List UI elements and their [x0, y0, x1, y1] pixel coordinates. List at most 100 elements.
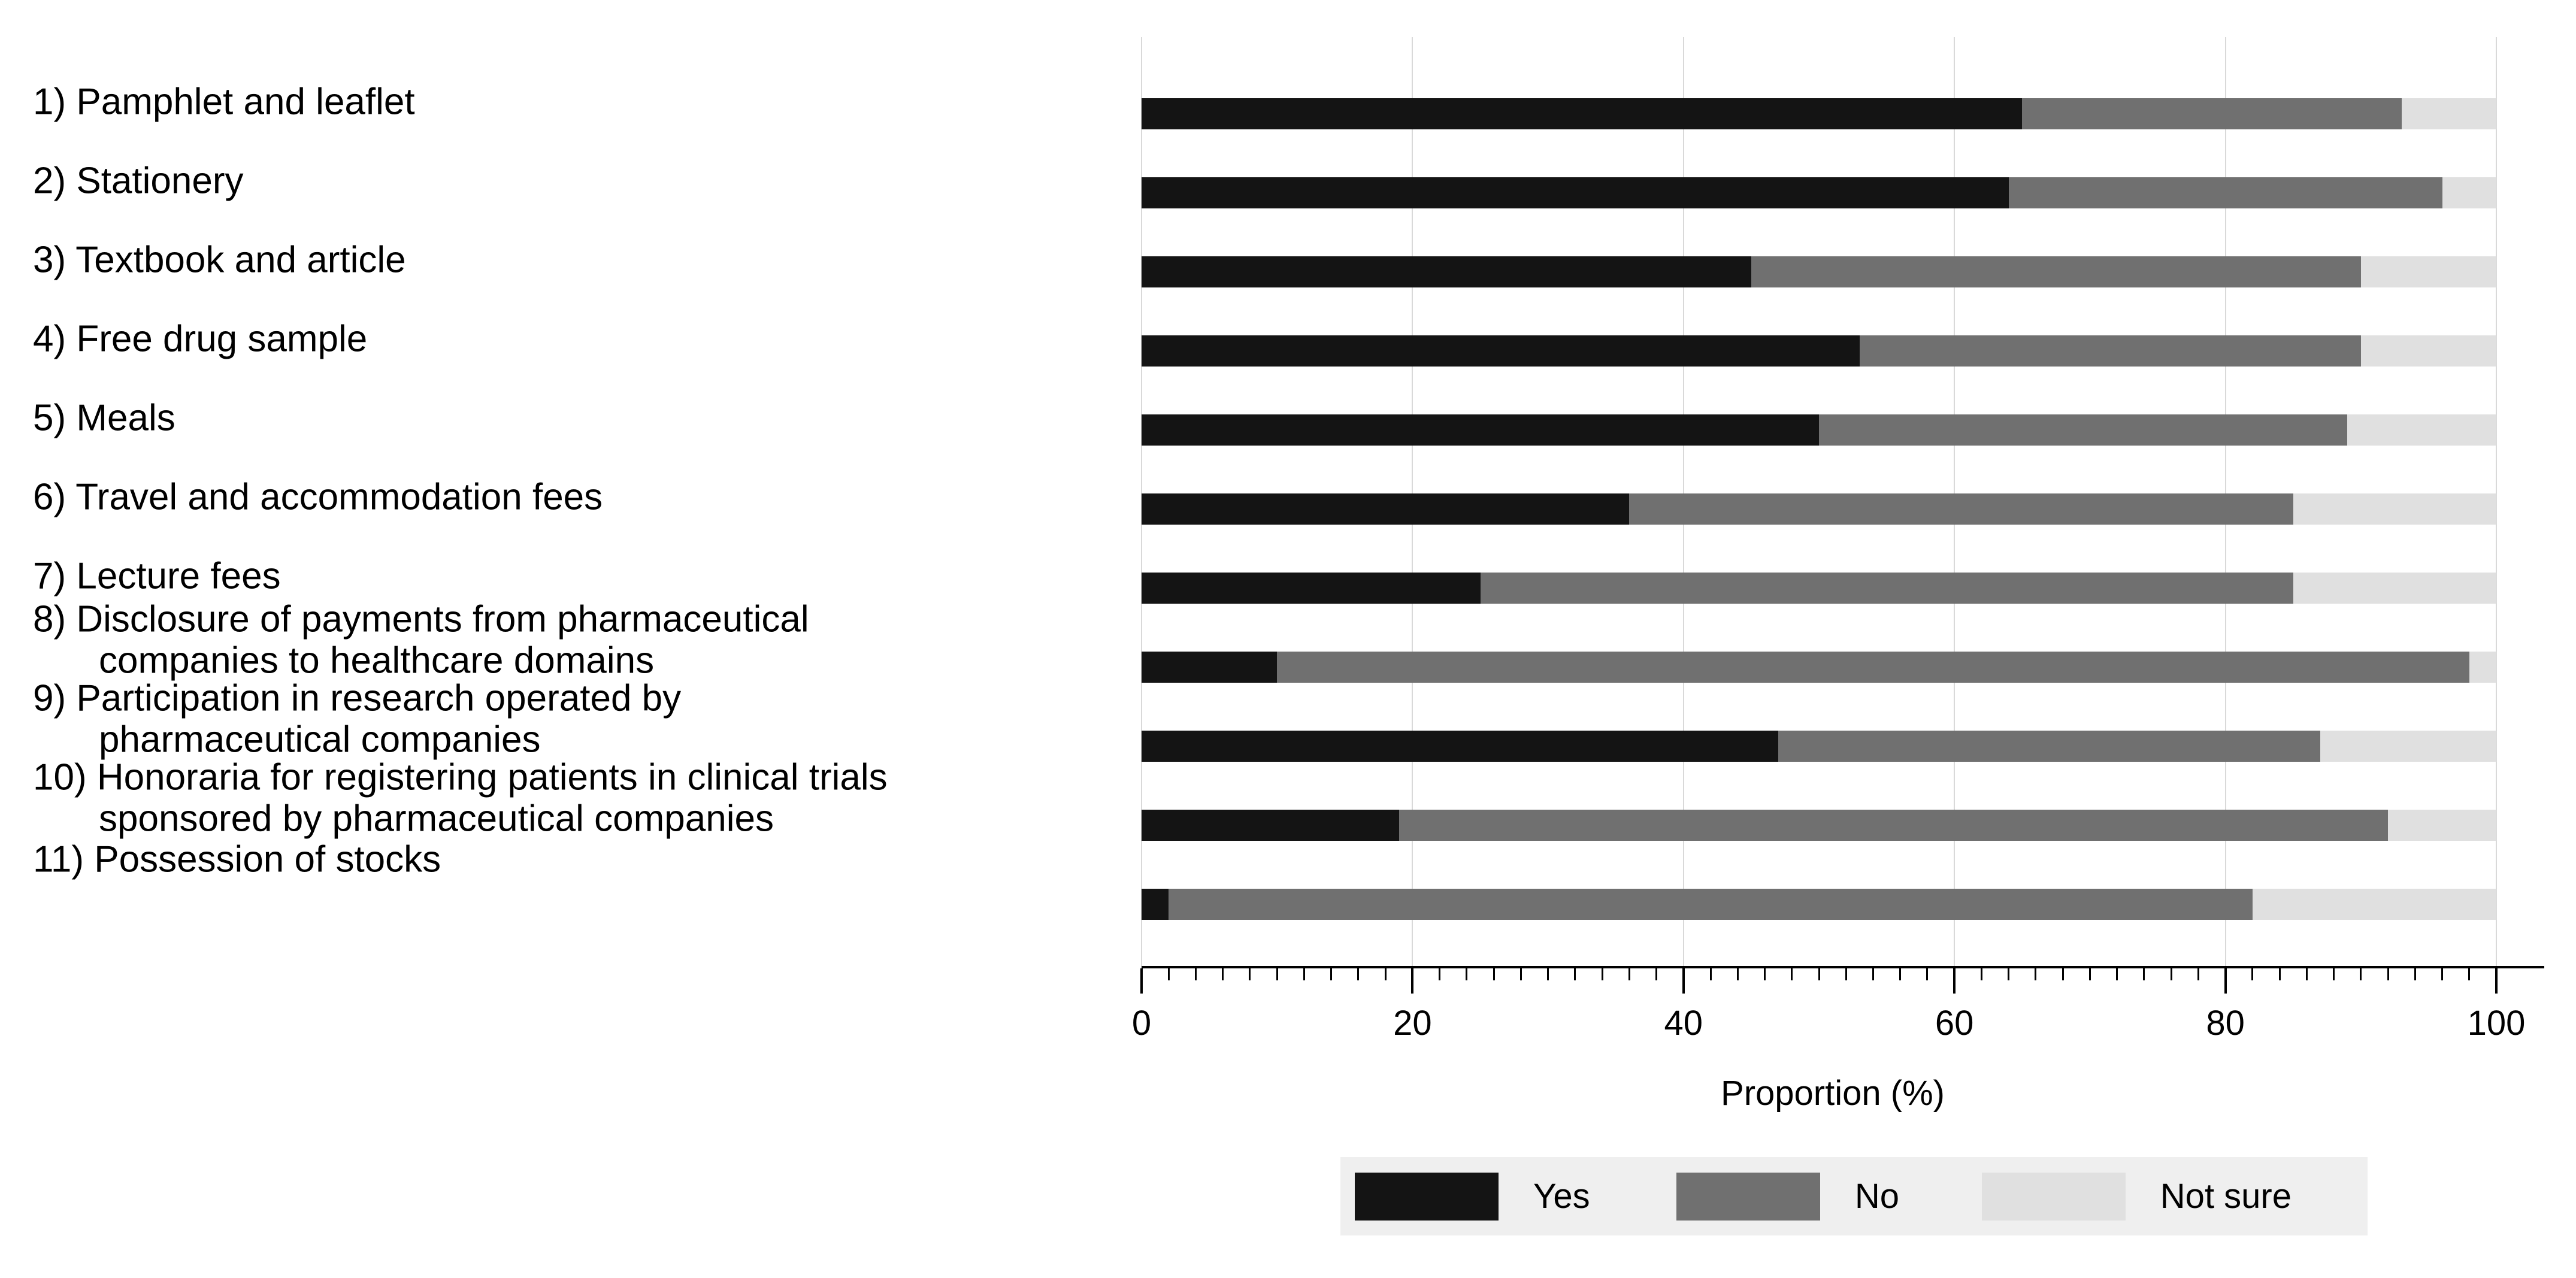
bar-segment-not-sure: [2320, 731, 2496, 762]
bar-segment-no: [1169, 889, 2253, 920]
x-axis-minor-tick: [1384, 968, 1387, 980]
bar-row-1: [1142, 98, 2496, 129]
x-axis-title: Proportion (%): [1721, 1074, 1945, 1113]
bar-row-3: [1142, 256, 2496, 287]
x-axis-minor-tick: [1466, 968, 1468, 980]
bar-segment-not-sure: [2388, 810, 2496, 841]
legend-swatch-yes: [1355, 1172, 1499, 1221]
x-axis-minor-tick: [1899, 968, 1902, 980]
x-axis-minor-tick: [2278, 968, 2281, 980]
gridline-100: [2496, 37, 2497, 966]
x-axis-minor-tick: [1303, 968, 1305, 980]
bar-segment-yes: [1142, 414, 1819, 446]
bar-segment-yes: [1142, 177, 2009, 208]
x-axis-major-tick-80: [2224, 968, 2227, 994]
x-axis-minor-tick: [2062, 968, 2064, 980]
x-axis-minor-tick: [1439, 968, 1441, 980]
x-axis-minor-tick: [2441, 968, 2444, 980]
x-axis-minor-tick: [1980, 968, 1982, 980]
bar-segment-yes: [1142, 889, 1169, 920]
category-label-3: 3) Textbook and article: [33, 239, 406, 281]
bar-segment-yes: [1142, 731, 1779, 762]
bar-segment-not-sure: [2347, 414, 2496, 446]
legend-swatch-no: [1676, 1172, 1820, 1221]
x-axis-major-tick-0: [1140, 968, 1143, 994]
x-axis-minor-tick: [2197, 968, 2199, 980]
bar-segment-yes: [1142, 98, 2023, 129]
bar-segment-no: [1277, 652, 2469, 683]
x-axis-minor-tick: [2143, 968, 2145, 980]
x-axis-tick-label-100: 100: [2467, 1004, 2526, 1043]
x-axis-minor-tick: [2116, 968, 2118, 980]
legend-label: No: [1854, 1177, 1899, 1216]
category-label-5: 5) Meals: [33, 397, 175, 439]
x-axis-tick-label-80: 80: [2206, 1004, 2245, 1043]
bar-segment-no: [1859, 335, 2361, 367]
bar-row-11: [1142, 889, 2496, 920]
x-axis-minor-tick: [1764, 968, 1766, 980]
x-axis-minor-tick: [2305, 968, 2308, 980]
x-axis-minor-tick: [1330, 968, 1333, 980]
x-axis-minor-tick: [2333, 968, 2335, 980]
x-axis-minor-tick: [2088, 968, 2091, 980]
bar-segment-not-sure: [2401, 98, 2496, 129]
category-label-9: 9) Participation in research operated by…: [33, 677, 682, 761]
x-axis-minor-tick: [1655, 968, 1658, 980]
bar-segment-no: [1819, 414, 2348, 446]
x-axis-line: [1142, 966, 2544, 968]
x-axis-minor-tick: [2170, 968, 2172, 980]
x-axis-major-tick-20: [1411, 968, 1414, 994]
x-axis-minor-tick: [1872, 968, 1874, 980]
category-label-4: 4) Free drug sample: [33, 318, 368, 360]
x-axis-minor-tick: [2468, 968, 2471, 980]
bar-row-7: [1142, 573, 2496, 604]
x-axis-major-tick-40: [1682, 968, 1685, 994]
x-axis-minor-tick: [1574, 968, 1576, 980]
bar-segment-not-sure: [2293, 573, 2496, 604]
legend-item-no: No: [1676, 1172, 1982, 1221]
bar-segment-no: [1480, 573, 2293, 604]
category-label-10: 10) Honoraria for registering patients i…: [33, 756, 888, 840]
x-axis-minor-tick: [2035, 968, 2037, 980]
x-axis-minor-tick: [1628, 968, 1630, 980]
x-axis-minor-tick: [1222, 968, 1224, 980]
bar-segment-yes: [1142, 810, 1399, 841]
x-axis-minor-tick: [1601, 968, 1603, 980]
x-axis-minor-tick: [1818, 968, 1820, 980]
bar-segment-not-sure: [2360, 335, 2496, 367]
bar-segment-not-sure: [2252, 889, 2496, 920]
x-axis-minor-tick: [1547, 968, 1549, 980]
bar-segment-no: [2022, 98, 2402, 129]
x-axis-minor-tick: [1276, 968, 1278, 980]
category-label-6: 6) Travel and accommodation fees: [33, 476, 603, 518]
x-axis-tick-label-60: 60: [1935, 1004, 1974, 1043]
legend-label: Yes: [1533, 1177, 1590, 1216]
x-axis-minor-tick: [1791, 968, 1793, 980]
x-axis-major-tick-60: [1953, 968, 1956, 994]
category-label-7: 7) Lecture fees: [33, 555, 281, 597]
category-label-8: 8) Disclosure of payments from pharmaceu…: [33, 598, 809, 682]
x-axis-minor-tick: [1357, 968, 1360, 980]
x-axis-minor-tick: [1249, 968, 1251, 980]
x-axis-minor-tick: [2008, 968, 2010, 980]
bar-segment-not-sure: [2293, 493, 2496, 525]
category-label-2: 2) Stationery: [33, 160, 244, 202]
bar-row-6: [1142, 493, 2496, 525]
x-axis-major-tick-100: [2495, 968, 2498, 994]
x-axis-minor-tick: [1926, 968, 1929, 980]
bar-segment-yes: [1142, 493, 1630, 525]
legend-label: Not sure: [2160, 1177, 2292, 1216]
x-axis-minor-tick: [1709, 968, 1712, 980]
x-axis-minor-tick: [2387, 968, 2389, 980]
category-label-1: 1) Pamphlet and leaflet: [33, 81, 415, 123]
bar-segment-not-sure: [2442, 177, 2496, 208]
legend-swatch-not-sure: [1981, 1172, 2126, 1221]
bar-segment-yes: [1142, 335, 1860, 367]
bar-segment-no: [1629, 493, 2293, 525]
category-label-11: 11) Possession of stocks: [33, 838, 441, 880]
bar-row-9: [1142, 731, 2496, 762]
x-axis-minor-tick: [2414, 968, 2416, 980]
legend-item-not-sure: Not sure: [1981, 1172, 2368, 1221]
x-axis-tick-label-0: 0: [1131, 1004, 1152, 1043]
